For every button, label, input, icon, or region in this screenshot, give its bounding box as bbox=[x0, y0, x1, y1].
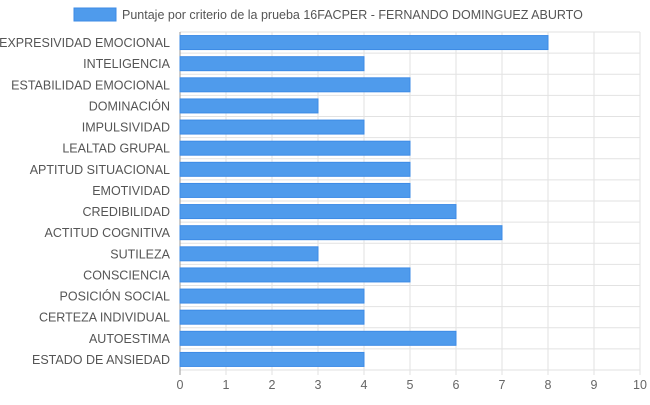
bar[interactable] bbox=[179, 35, 549, 51]
category-label: ESTABILIDAD EMOCIONAL bbox=[11, 78, 170, 92]
category-label: CONSCIENCIA bbox=[83, 268, 170, 282]
x-tick-labels: 0 1 2 3 4 5 6 7 8 9 10 bbox=[177, 378, 647, 392]
bar[interactable] bbox=[179, 351, 365, 367]
category-label: AUTOESTIMA bbox=[89, 332, 171, 346]
legend-swatch[interactable] bbox=[73, 7, 117, 22]
bar[interactable] bbox=[179, 204, 457, 220]
x-tick-label: 10 bbox=[633, 378, 647, 392]
bar[interactable] bbox=[179, 246, 319, 262]
bar[interactable] bbox=[179, 182, 411, 198]
category-label: IMPULSIVIDAD bbox=[82, 121, 170, 135]
x-tick-label: 6 bbox=[453, 378, 460, 392]
bar[interactable] bbox=[179, 56, 365, 72]
bar[interactable] bbox=[179, 98, 319, 114]
category-labels: EXPRESIVIDAD EMOCIONAL INTELIGENCIA ESTABI… bbox=[0, 36, 171, 367]
bar[interactable] bbox=[179, 225, 503, 241]
x-tick-label: 4 bbox=[361, 378, 368, 392]
bar[interactable] bbox=[179, 77, 411, 93]
category-label: ESTADO DE ANSIEDAD bbox=[32, 353, 170, 367]
category-label: DOMINACIÓN bbox=[89, 98, 170, 113]
x-tick-label: 7 bbox=[499, 378, 506, 392]
bar[interactable] bbox=[179, 161, 411, 177]
x-tick-label: 1 bbox=[223, 378, 230, 392]
legend-label[interactable]: Puntaje por criterio de la prueba 16FACP… bbox=[122, 8, 583, 22]
category-label: INTELIGENCIA bbox=[83, 57, 170, 71]
category-label: EXPRESIVIDAD EMOCIONAL bbox=[0, 36, 170, 50]
bar[interactable] bbox=[179, 330, 457, 346]
x-tick-label: 9 bbox=[591, 378, 598, 392]
x-tick-label: 0 bbox=[177, 378, 184, 392]
category-label: CERTEZA INDIVIDUAL bbox=[39, 311, 170, 325]
bar[interactable] bbox=[179, 119, 365, 135]
x-tick-label: 8 bbox=[545, 378, 552, 392]
category-label: ACTITUD COGNITIVA bbox=[45, 226, 171, 240]
bar[interactable] bbox=[179, 267, 411, 283]
grid-lines bbox=[179, 31, 641, 375]
legend[interactable]: Puntaje por criterio de la prueba 16FACP… bbox=[73, 7, 583, 22]
category-label: EMOTIVIDAD bbox=[92, 184, 170, 198]
category-label: POSICIÓN SOCIAL bbox=[60, 289, 170, 304]
bar[interactable] bbox=[179, 140, 411, 156]
x-tick-label: 3 bbox=[315, 378, 322, 392]
category-label: SUTILEZA bbox=[110, 247, 170, 261]
category-label: CREDIBILIDAD bbox=[82, 205, 170, 219]
x-tick-label: 5 bbox=[407, 378, 414, 392]
x-tick-label: 2 bbox=[269, 378, 276, 392]
bar[interactable] bbox=[179, 288, 365, 304]
bar[interactable] bbox=[179, 309, 365, 325]
category-label: APTITUD SITUACIONAL bbox=[30, 163, 170, 177]
bars bbox=[179, 35, 549, 367]
category-label: LEALTAD GRUPAL bbox=[62, 142, 170, 156]
